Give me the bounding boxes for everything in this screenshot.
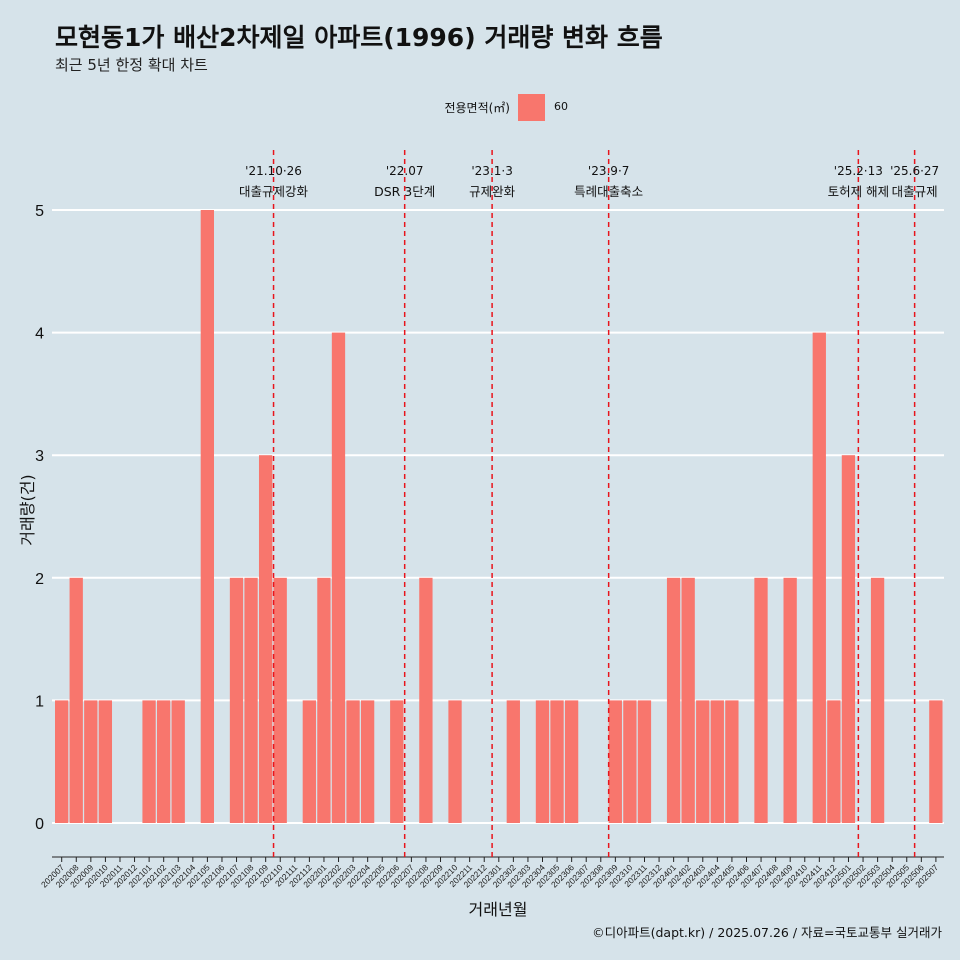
bar bbox=[506, 700, 520, 823]
bar bbox=[725, 700, 739, 823]
bar bbox=[346, 700, 360, 823]
bar bbox=[419, 577, 433, 823]
bar bbox=[681, 577, 695, 823]
bar bbox=[637, 700, 652, 823]
bar bbox=[55, 700, 69, 823]
bar bbox=[258, 455, 273, 823]
event-date-label: '22.07 bbox=[386, 164, 424, 178]
chart-subtitle: 최근 5년 한정 확대 차트 bbox=[55, 56, 208, 74]
bar bbox=[244, 577, 258, 823]
event-date-label: '21.10·26 bbox=[245, 164, 302, 178]
y-axis-title: 거래량(건) bbox=[18, 474, 37, 545]
bar bbox=[273, 577, 287, 823]
event-label: 규제완화 bbox=[469, 184, 516, 199]
bar bbox=[841, 455, 856, 823]
event-date-label: '23.1·3 bbox=[471, 164, 512, 178]
bar bbox=[317, 577, 331, 823]
bar bbox=[623, 700, 637, 823]
legend-label: 60 bbox=[554, 100, 568, 113]
bar bbox=[390, 700, 404, 823]
bar bbox=[229, 577, 244, 823]
bar bbox=[98, 700, 113, 823]
bar bbox=[550, 700, 564, 823]
legend-title: 전용면적(㎡) bbox=[444, 101, 510, 115]
y-tick-label: 5 bbox=[35, 203, 44, 220]
bar bbox=[142, 700, 156, 823]
bar bbox=[331, 332, 346, 823]
y-tick-label: 2 bbox=[35, 571, 44, 588]
legend-swatch bbox=[518, 94, 545, 121]
y-tick-label: 4 bbox=[35, 326, 44, 343]
event-date-label: '23.9·7 bbox=[588, 164, 629, 178]
bar bbox=[666, 577, 681, 823]
event-date-label: '25.6·27 bbox=[890, 164, 939, 178]
legend: 전용면적(㎡) 60 bbox=[0, 94, 960, 122]
bar bbox=[812, 332, 826, 823]
y-tick-label: 1 bbox=[35, 693, 44, 710]
event-label: DSR 3단계 bbox=[374, 184, 435, 199]
y-tick-label: 3 bbox=[35, 448, 44, 465]
bar bbox=[84, 700, 98, 823]
x-axis-title: 거래년월 bbox=[469, 900, 528, 919]
bar bbox=[156, 700, 171, 823]
bar bbox=[710, 700, 724, 823]
event-label: 토허제 해제 bbox=[828, 184, 889, 199]
event-date-label: '25.2·13 bbox=[834, 164, 883, 178]
bar bbox=[564, 700, 579, 823]
bar bbox=[929, 700, 943, 823]
bar bbox=[535, 700, 550, 823]
bar bbox=[608, 700, 622, 823]
bar bbox=[827, 700, 841, 823]
bar bbox=[754, 577, 768, 823]
event-label: 대출규제강화 bbox=[239, 184, 309, 199]
bar bbox=[448, 700, 462, 823]
bar bbox=[200, 210, 214, 823]
event-label: 대출규제 bbox=[892, 184, 938, 199]
bar bbox=[870, 577, 885, 823]
event-label: 특례대출축소 bbox=[574, 184, 643, 199]
footer-credit: ©디아파트(dapt.kr) / 2025.07.26 / 자료=국토교통부 실… bbox=[592, 925, 942, 940]
y-tick-label: 0 bbox=[35, 816, 44, 833]
bar bbox=[783, 577, 797, 823]
bar bbox=[69, 577, 83, 823]
bar bbox=[696, 700, 710, 823]
chart-title: 모현동1가 배산2차제일 아파트(1996) 거래량 변화 흐름 bbox=[55, 23, 663, 52]
bar bbox=[171, 700, 185, 823]
bar bbox=[360, 700, 375, 823]
bar bbox=[302, 700, 316, 823]
